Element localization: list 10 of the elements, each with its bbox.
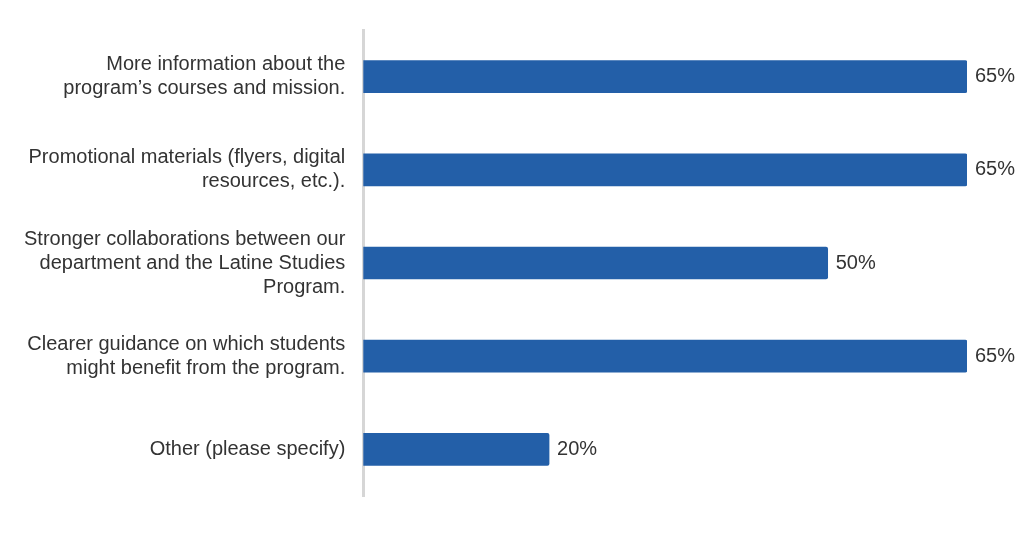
data-label: 65%: [975, 343, 1016, 366]
y-tick-label: Other (please specify): [149, 436, 346, 459]
data-label: 65%: [975, 157, 1016, 180]
data-label: 50%: [835, 250, 876, 273]
data-label: 65%: [975, 64, 1016, 87]
y-tick-label: More information about the program’s courses and mission.: [63, 52, 346, 99]
y-tick-label: Stronger collaborations between our department and the Latine Studies Program.: [24, 226, 346, 297]
y-tick-label: Promotional materials (flyers, digital resources, etc.).: [28, 145, 346, 192]
data-label: 20%: [557, 436, 598, 459]
y-tick-label: Clearer guidance on which students might benefit from the program.: [27, 331, 346, 378]
